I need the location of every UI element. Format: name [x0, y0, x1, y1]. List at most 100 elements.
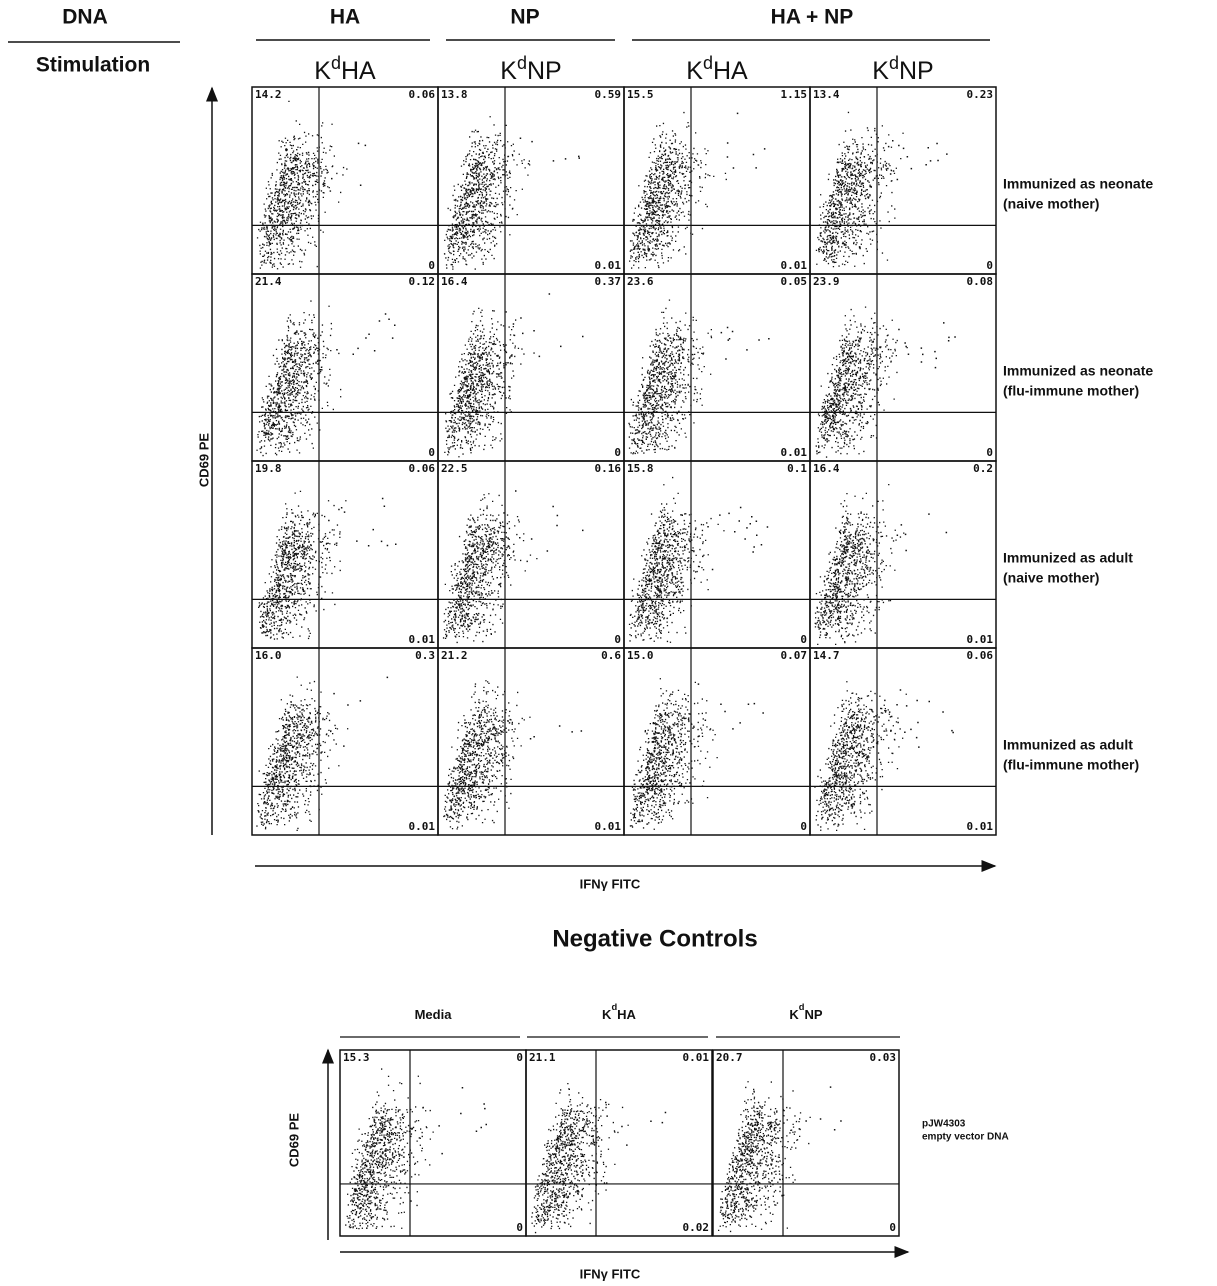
quadrant-value: 0.37: [595, 275, 622, 288]
row-label: (flu-immune mother): [1003, 383, 1139, 399]
header-part: d: [517, 53, 527, 73]
quadrant-value: 0: [428, 259, 435, 272]
quadrant-value: 13.8: [441, 88, 468, 101]
row-label: Immunized as neonate: [1003, 363, 1153, 379]
dot-cloud: [628, 476, 769, 643]
quadrant-value: 14.2: [255, 88, 282, 101]
row-label: Immunized as adult: [1003, 550, 1133, 566]
row-label: (naive mother): [1003, 196, 1099, 212]
quadrant-value: 0: [516, 1221, 523, 1234]
stimulus-header: KdHA: [314, 53, 376, 85]
stimulus-header: KdNP: [500, 53, 561, 85]
header-part: d: [331, 53, 341, 73]
quadrant-value: 0: [800, 633, 807, 646]
y-axis-label: CD69 PE: [286, 1113, 301, 1168]
dot-cloud: [815, 306, 956, 458]
dot-cloud: [628, 299, 770, 455]
quadrant-value: 0.07: [781, 649, 808, 662]
quadrant-value: 0.03: [870, 1051, 897, 1064]
panel-frame: [623, 273, 811, 462]
stimulus-header: KdNP: [789, 1002, 822, 1022]
quadrant-value: 0: [614, 633, 621, 646]
header-part: HA: [617, 1007, 636, 1022]
quadrant-value: 0: [428, 446, 435, 459]
dot-cloud: [814, 484, 948, 645]
header-part: d: [703, 53, 713, 73]
quadrant-value: 15.0: [627, 649, 654, 662]
quadrant-value: 0.59: [595, 88, 622, 101]
stimulation-header: Stimulation: [36, 54, 150, 77]
quadrant-value: 0.05: [781, 275, 808, 288]
header-part: K: [314, 57, 331, 85]
quadrant-value: 23.6: [627, 275, 654, 288]
quadrant-value: 0: [986, 259, 993, 272]
header-part: d: [611, 1002, 617, 1012]
dot-cloud: [256, 100, 367, 270]
quadrant-value: 22.5: [441, 462, 468, 475]
quadrant-value: 0.01: [409, 820, 436, 833]
quadrant-value: 13.4: [813, 88, 840, 101]
controls-title: Negative Controls: [552, 925, 757, 952]
quadrant-value: 1.15: [781, 88, 808, 101]
dna-header: DNA: [62, 6, 108, 29]
quadrant-value: 19.8: [255, 462, 282, 475]
group-header: HA: [330, 6, 360, 29]
panel-frame: [712, 1049, 900, 1237]
dot-cloud: [443, 680, 583, 830]
quadrant-value: 0: [614, 446, 621, 459]
x-axis-label: IFNγ FITC: [580, 876, 641, 891]
dot-cloud: [629, 111, 766, 269]
group-header: HA + NP: [771, 6, 854, 29]
quadrant-value: 21.1: [529, 1051, 556, 1064]
quadrant-value: 0.01: [595, 820, 622, 833]
quadrant-value: 0.01: [781, 259, 808, 272]
header-part: K: [602, 1007, 612, 1022]
quadrant-value: 0.01: [683, 1051, 710, 1064]
header-part: d: [889, 53, 899, 73]
dot-cloud: [444, 293, 584, 458]
dot-cloud: [256, 676, 389, 831]
quadrant-value: 0: [516, 1051, 523, 1064]
quadrant-value: 0.1: [787, 462, 807, 475]
quadrant-value: 0.01: [781, 446, 808, 459]
row-label: (naive mother): [1003, 570, 1099, 586]
quadrant-value: 0: [800, 820, 807, 833]
header-part: K: [686, 57, 703, 85]
header-part: NP: [899, 57, 934, 85]
panel-frame: [809, 273, 997, 462]
quadrant-value: 0.2: [973, 462, 993, 475]
header-part: HA: [713, 57, 748, 85]
dot-cloud: [256, 300, 396, 457]
quadrant-value: 0.06: [409, 462, 436, 475]
panel-frame: [437, 647, 625, 836]
quadrant-value: 0.01: [967, 633, 994, 646]
y-axis-label: CD69 PE: [196, 433, 211, 488]
quadrant-value: 21.4: [255, 275, 282, 288]
header-part: NP: [805, 1007, 823, 1022]
group-header: NP: [510, 6, 539, 29]
quadrant-value: 0.16: [595, 462, 622, 475]
quadrant-value: 0.06: [409, 88, 436, 101]
quadrant-value: 16.4: [813, 462, 840, 475]
x-axis-label: IFNγ FITC: [580, 1266, 641, 1281]
row-label: (flu-immune mother): [1003, 757, 1139, 773]
quadrant-value: 0.08: [967, 275, 994, 288]
quadrant-value: 0.01: [595, 259, 622, 272]
panel-frame: [809, 460, 997, 649]
panel-frame: [437, 273, 625, 462]
panel-frame: [251, 647, 439, 836]
dot-cloud: [443, 116, 580, 270]
stimulus-header: Media: [415, 1007, 453, 1022]
quadrant-value: 23.9: [813, 275, 840, 288]
panel-frame: [809, 647, 997, 836]
quadrant-value: 0.3: [415, 649, 435, 662]
header-part: Media: [415, 1007, 453, 1022]
row-label: Immunized as neonate: [1003, 176, 1153, 192]
row-label: Immunized as adult: [1003, 737, 1133, 753]
header-part: HA: [341, 57, 376, 85]
quadrant-value: 14.7: [813, 649, 840, 662]
header-part: NP: [527, 57, 562, 85]
dot-cloud: [815, 111, 948, 268]
panel-frame: [525, 1049, 713, 1237]
